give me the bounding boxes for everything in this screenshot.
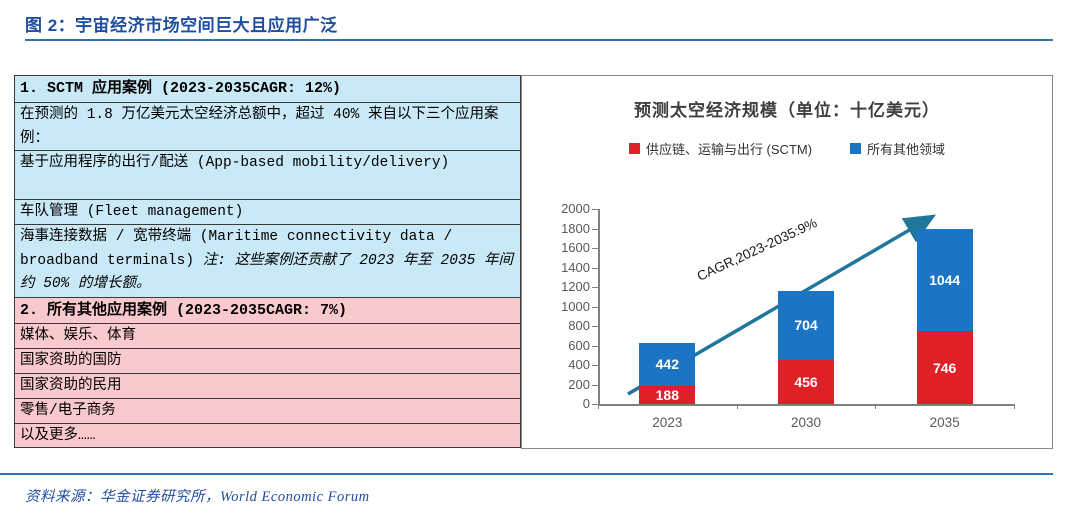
table-section1-header: 1. SCTM 应用案例 (2023-2035CAGR: 12%) [15, 76, 520, 103]
x-axis-category-label: 2023 [652, 415, 683, 430]
x-axis-category-label: 2035 [929, 415, 960, 430]
y-axis-tick-label: 1800 [561, 220, 590, 236]
table-row: 基于应用程序的出行/配送 (App-based mobility/deliver… [15, 151, 520, 200]
legend-label: 所有其他领域 [867, 142, 946, 157]
bar-segment-sctm: 746 [916, 331, 973, 404]
y-axis-tick-label: 2000 [561, 201, 590, 216]
chart-plot: CAGR,2023-2035:9% 0 200 400 600 800 1000 1200 1… [522, 76, 1052, 448]
table-row: 海事连接数据 / 宽带终端 (Maritime connectivity dat… [15, 225, 520, 298]
maritime-text: 海事连接数据 / 宽带终端 (Maritime connectivity dat… [20, 229, 453, 269]
table-row: 在预测的 1.8 万亿美元太空经济总额中，超过 40% 来自以下三个应用案例： [15, 103, 520, 151]
y-axis-tick-label: 400 [568, 357, 590, 372]
table-section2-header: 2. 所有其他应用案例 (2023-2035CAGR: 7%) [15, 298, 520, 324]
y-axis-line [598, 209, 600, 404]
y-axis-tick [592, 365, 598, 366]
bar-segment-sctm: 188 [639, 385, 696, 404]
y-axis-tick [592, 404, 598, 405]
x-axis-category-label: 2030 [790, 415, 822, 430]
y-axis-tick [592, 306, 598, 308]
y-axis-tick-label: 1400 [561, 259, 590, 275]
footer-divider [0, 473, 1053, 475]
x-axis-line [598, 404, 1014, 406]
bar-segment-others: 442 [639, 342, 696, 386]
x-axis-tick [598, 404, 599, 409]
maritime-note: 注: 这些案例还贡献了 2023 年至 2035 年间约 50% 的增长额。 [20, 252, 514, 293]
title-divider [25, 39, 1053, 41]
y-axis-tick-label: 0 [582, 396, 590, 411]
y-axis-tick [592, 326, 598, 327]
legend-item-others: 所有其他领域 [850, 139, 945, 158]
table-row: 媒体、娱乐、体育 [15, 324, 520, 349]
y-axis-tick-label: 800 [568, 318, 590, 333]
y-axis-tick-label: 600 [568, 337, 590, 353]
bar-segment-others: 1044 [916, 229, 973, 332]
y-axis-tick [592, 287, 598, 288]
y-axis-tick [592, 267, 598, 269]
legend-item-sctm: 供应链、运输与出行 (SCTM) [628, 139, 813, 158]
y-axis-tick-label: 200 [568, 376, 590, 392]
figure-title: 图 2：宇宙经济市场空间巨大且应用广泛 [25, 16, 338, 35]
y-axis-tick-label: 1000 [561, 298, 590, 314]
table-row: 零售/电子商务 [15, 399, 520, 424]
y-axis-tick [592, 384, 598, 386]
x-axis-tick [1014, 404, 1015, 409]
source-note: 资料来源：华金证券研究所，World Economic Forum [25, 489, 370, 505]
chart-panel: 预测太空经济规模（单位：十亿美元） 供应链、运输与出行 (SCTM) 所有其他领… [521, 75, 1053, 449]
table-row: 国家资助的国防 [15, 349, 520, 374]
y-axis-tick-label: 1600 [561, 240, 590, 255]
table-row: 车队管理 (Fleet management) [15, 200, 520, 225]
y-axis-tick [592, 248, 598, 249]
y-axis-tick [592, 228, 598, 230]
legend-label: 供应链、运输与出行 (SCTM) [645, 142, 813, 157]
table-row: 以及更多…… [15, 424, 520, 447]
chart-title: 预测太空经济规模（单位：十亿美元） [634, 101, 940, 120]
legend-swatch-blue [850, 143, 862, 154]
y-axis-tick [592, 209, 598, 210]
bar-segment-others: 704 [778, 290, 834, 360]
bar-segment-sctm: 456 [778, 359, 834, 404]
y-axis-tick [592, 345, 598, 347]
x-axis-tick [736, 404, 738, 409]
application-table: 1. SCTM 应用案例 (2023-2035CAGR: 12%) 在预测的 1… [14, 75, 521, 448]
x-axis-tick [875, 404, 877, 409]
legend-swatch-red [628, 143, 640, 154]
table-row: 国家资助的民用 [15, 374, 520, 399]
y-axis-tick-label: 1200 [561, 279, 590, 294]
chart-legend: 供应链、运输与出行 (SCTM) 所有其他领域 [522, 139, 1052, 158]
